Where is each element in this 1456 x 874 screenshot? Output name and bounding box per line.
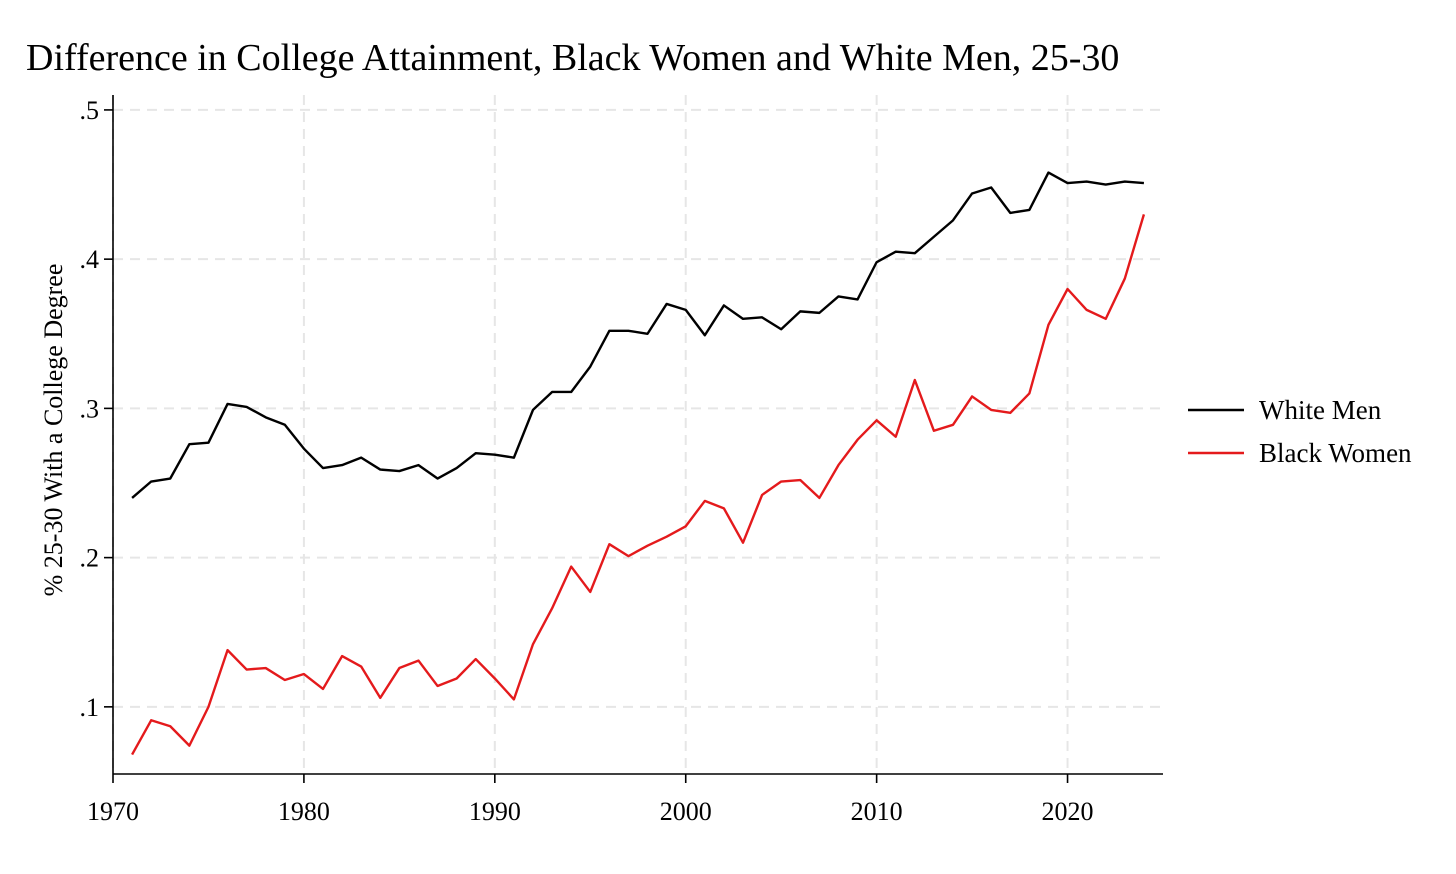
x-axis-ticks: 1970 1980 1990 2000 2010 2020 — [87, 774, 1094, 826]
x-tick-label: 2000 — [660, 797, 712, 826]
axes — [112, 95, 1163, 775]
x-tick-label: 2010 — [851, 797, 903, 826]
series-line-white-men — [131, 171, 1145, 499]
legend-label-black-women: Black Women — [1259, 438, 1412, 468]
chart-title: Difference in College Attainment, Black … — [26, 37, 1120, 79]
series-line-black-women — [131, 214, 1146, 756]
series-lines — [131, 171, 1146, 756]
y-tick-label: .4 — [80, 245, 100, 274]
x-tick-label: 1980 — [278, 797, 330, 826]
y-tick-label: .5 — [80, 96, 100, 125]
y-tick-label: .2 — [80, 544, 100, 573]
x-tick-label: 1990 — [469, 797, 521, 826]
y-tick-label: .3 — [80, 394, 100, 423]
x-tick-label: 1970 — [87, 797, 139, 826]
y-axis-title: % 25-30 With a College Degree — [39, 264, 68, 597]
x-tick-label: 2020 — [1042, 797, 1094, 826]
legend: White Men Black Women — [1188, 395, 1412, 468]
y-tick-label: .1 — [80, 693, 100, 722]
y-axis-ticks: .1 .2 .3 .4 .5 — [80, 96, 113, 722]
legend-label-white-men: White Men — [1259, 395, 1382, 425]
